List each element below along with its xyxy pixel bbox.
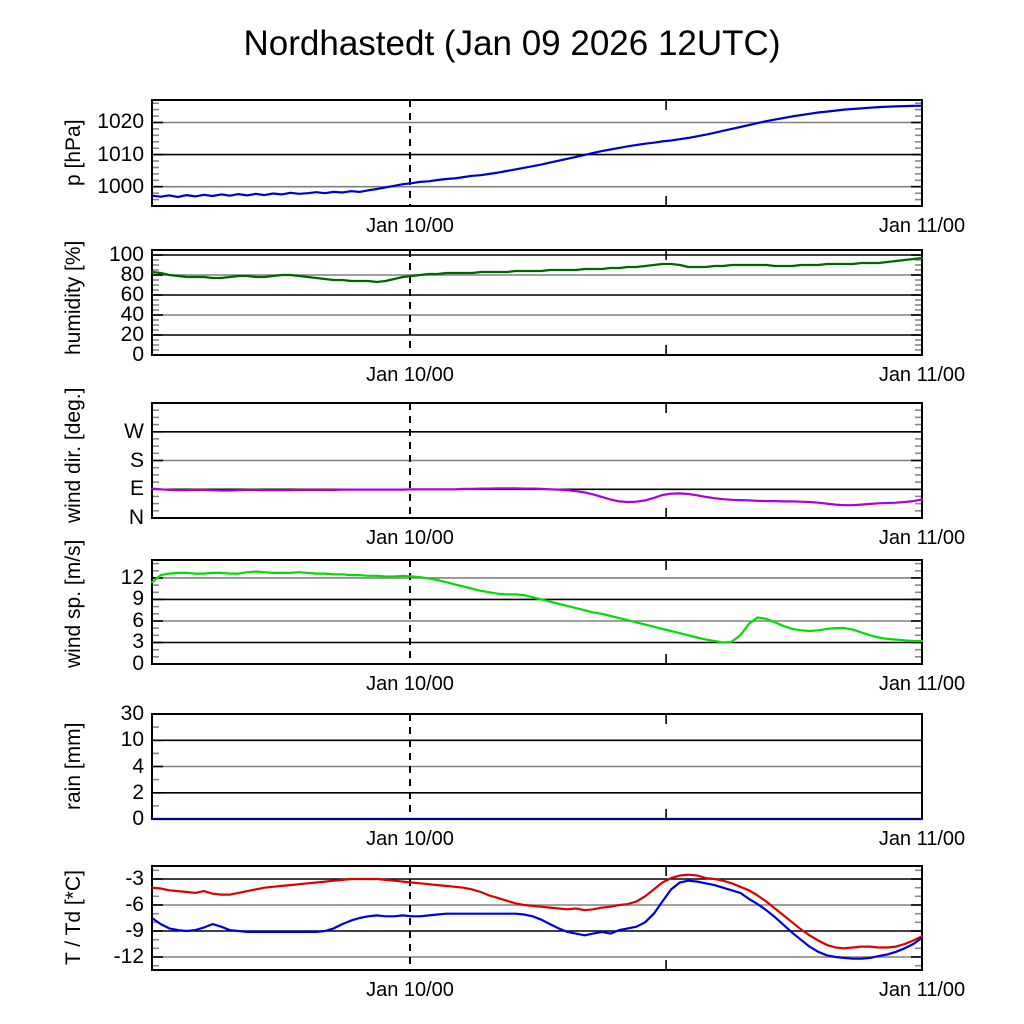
series-dir <box>150 487 924 507</box>
series-ff <box>150 570 924 644</box>
ytick-pressure-0: 1000 <box>97 174 144 198</box>
axis-label-pressure: p [hPa] <box>62 119 85 187</box>
xtick-pressure-0: Jan 10/00 <box>366 215 454 237</box>
ytick-windspeed-1: 3 <box>132 630 144 654</box>
series-Td <box>150 879 924 960</box>
series-T <box>150 873 924 950</box>
ytick-rain-2: 4 <box>132 754 144 778</box>
xtick-humidity-0: Jan 10/00 <box>366 364 454 386</box>
ytick-humidity-3: 60 <box>120 283 144 306</box>
ytick-rain-1: 2 <box>132 780 144 804</box>
axis-label-rain: rain [mm] <box>62 722 85 811</box>
ytick-temperature-0: -12 <box>113 945 144 968</box>
ytick-pressure-1: 1010 <box>97 142 144 166</box>
axis-label-humidity: humidity [%] <box>62 240 85 355</box>
ytick-windspeed-2: 6 <box>132 608 144 632</box>
xtick-windspeed-0: Jan 10/00 <box>366 673 454 695</box>
xtick-windspeed-1: Jan 11/00 <box>878 673 966 695</box>
ytick-windspeed-3: 9 <box>132 587 144 611</box>
xtick-winddir-0: Jan 10/00 <box>366 527 454 549</box>
axis-label-temperature: T / Td [*C] <box>62 870 85 966</box>
xtick-temperature-0: Jan 10/00 <box>366 979 454 1001</box>
xtick-rain-1: Jan 11/00 <box>878 828 966 850</box>
ytick-temperature-1: -9 <box>125 919 144 942</box>
ytick-rain-4: 30 <box>120 702 144 725</box>
xtick-winddir-1: Jan 11/00 <box>878 527 966 549</box>
ytick-pressure-2: 1020 <box>97 110 144 134</box>
axis-label-winddir: wind dir. [deg.] <box>62 387 85 523</box>
ytick-winddir-3: W <box>124 419 144 443</box>
ytick-humidity-1: 20 <box>120 323 144 346</box>
page-title: Nordhastedt (Jan 09 2026 12UTC) <box>243 24 781 63</box>
ytick-humidity-4: 80 <box>120 263 144 286</box>
series-RH <box>150 256 924 284</box>
xtick-pressure-1: Jan 11/00 <box>878 215 966 237</box>
ytick-winddir-2: S <box>129 448 144 472</box>
ytick-winddir-0: N <box>128 506 144 529</box>
xtick-rain-0: Jan 10/00 <box>366 828 454 850</box>
ytick-humidity-0: 0 <box>132 343 144 366</box>
ytick-rain-3: 10 <box>120 728 144 752</box>
axis-label-windspeed: wind sp. [m/s] <box>62 539 85 668</box>
ytick-windspeed-0: 0 <box>132 652 144 675</box>
ytick-temperature-2: -6 <box>125 893 144 916</box>
ytick-humidity-2: 40 <box>120 303 144 326</box>
xtick-humidity-1: Jan 11/00 <box>878 364 966 386</box>
series-p <box>150 104 924 199</box>
ytick-temperature-3: -3 <box>125 867 144 890</box>
ytick-windspeed-4: 12 <box>120 565 144 589</box>
ytick-rain-0: 0 <box>132 807 144 830</box>
xtick-temperature-1: Jan 11/00 <box>878 979 966 1001</box>
ytick-humidity-5: 100 <box>108 243 144 266</box>
ytick-winddir-1: E <box>129 477 144 501</box>
